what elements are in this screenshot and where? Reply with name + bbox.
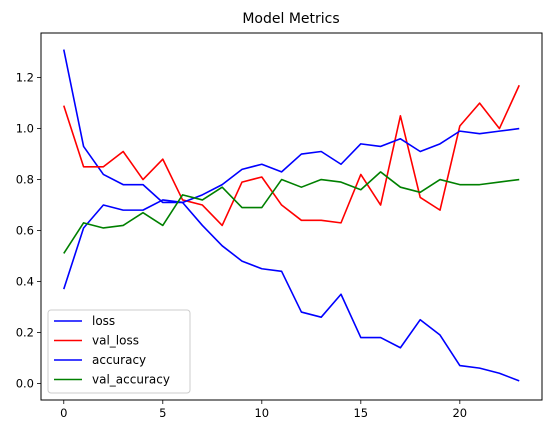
series-lines — [62, 49, 520, 382]
x-tick-label: 20 — [452, 406, 467, 420]
legend-label-val-loss: val_loss — [92, 334, 139, 348]
y-tick-label: 0.0 — [16, 376, 34, 390]
legend-label-val-accuracy: val_accuracy — [92, 373, 170, 387]
axes-frame — [40, 32, 543, 401]
y-tick-label: 0.8 — [16, 173, 34, 187]
legend-box — [47, 309, 191, 394]
series-line-loss — [62, 49, 520, 382]
y-tick-label: 1.0 — [16, 122, 34, 136]
axis-ticks: 0 5 10 15 20 0.0 0.2 0.4 0.6 0.8 1.0 1.2 — [16, 71, 467, 420]
y-tick-label: 0.4 — [16, 274, 34, 288]
x-tick-label: 10 — [254, 406, 269, 420]
y-tick-label: 1.2 — [16, 71, 34, 85]
series-line-accuracy — [63, 127, 520, 290]
legend: loss val_loss accuracy val_accuracy — [47, 309, 191, 394]
y-tick-label: 0.2 — [16, 325, 34, 339]
x-tick-label: 15 — [353, 406, 368, 420]
series-line-val-loss — [63, 84, 520, 227]
x-tick-label: 5 — [159, 406, 166, 420]
chart-title: Model Metrics — [242, 11, 339, 27]
legend-label-loss: loss — [92, 314, 115, 328]
legend-label-accuracy: accuracy — [92, 353, 146, 367]
x-tick-label: 0 — [60, 406, 67, 420]
series-line-val-accuracy — [63, 171, 520, 254]
y-tick-label: 0.6 — [16, 224, 34, 238]
